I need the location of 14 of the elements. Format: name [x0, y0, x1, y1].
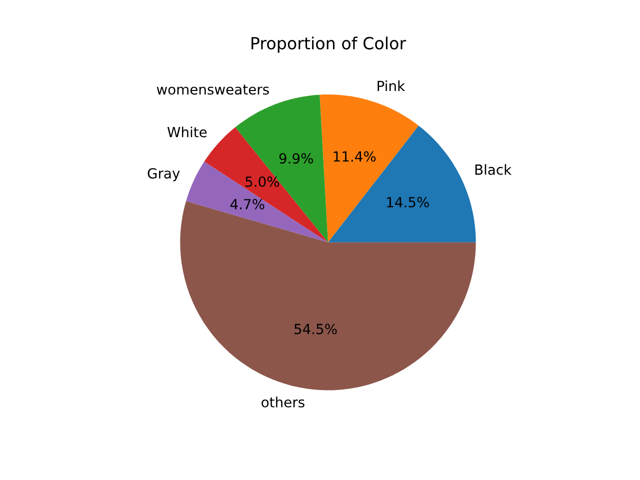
slice-label: Pink — [378, 80, 406, 91]
data-label: 11.4% — [334, 151, 376, 162]
slice-label: Black — [475, 164, 512, 175]
data-label: 14.5% — [387, 196, 429, 208]
data-label: 5.0% — [246, 176, 280, 187]
chart-title: Proportion of Color — [252, 36, 406, 53]
data-label: 9.9% — [279, 153, 313, 164]
slice-label: womensweaters — [156, 84, 269, 95]
pie-slice — [328, 126, 476, 242]
slice-label: others — [262, 396, 304, 408]
slice-label: Gray — [148, 168, 180, 182]
slice-label: White — [167, 126, 207, 138]
data-label: 4.7% — [230, 198, 264, 210]
data-label: 54.5% — [294, 324, 337, 334]
